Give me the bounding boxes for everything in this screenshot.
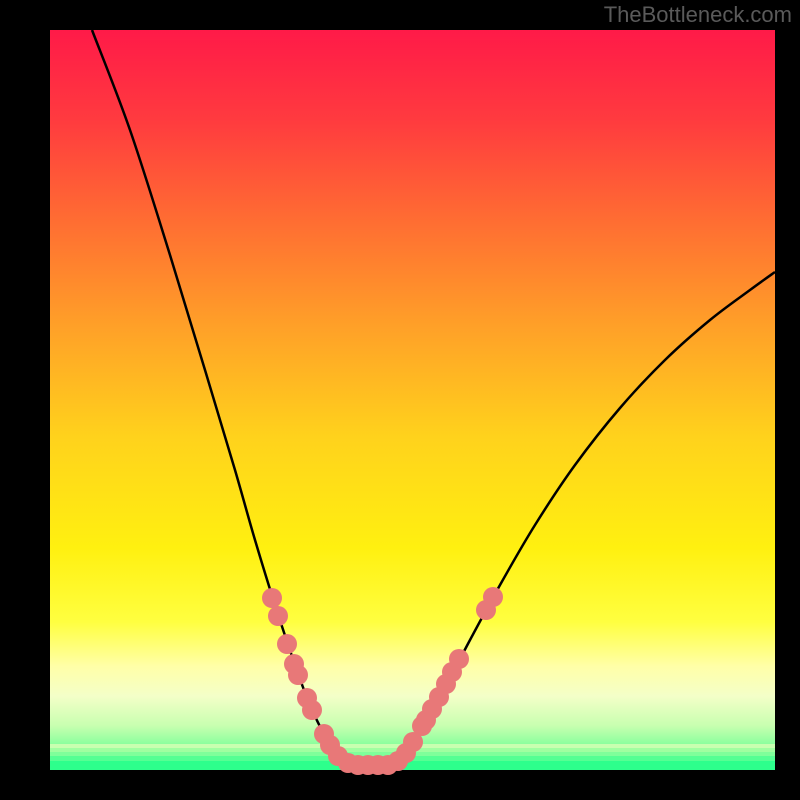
data-marker (262, 588, 282, 608)
bottleneck-curve (0, 0, 800, 800)
data-marker (277, 634, 297, 654)
data-marker (483, 587, 503, 607)
data-marker (449, 649, 469, 669)
curve-left-branch (92, 30, 350, 764)
data-marker (268, 606, 288, 626)
watermark-text: TheBottleneck.com (604, 2, 792, 28)
data-marker (302, 700, 322, 720)
data-marker (288, 665, 308, 685)
